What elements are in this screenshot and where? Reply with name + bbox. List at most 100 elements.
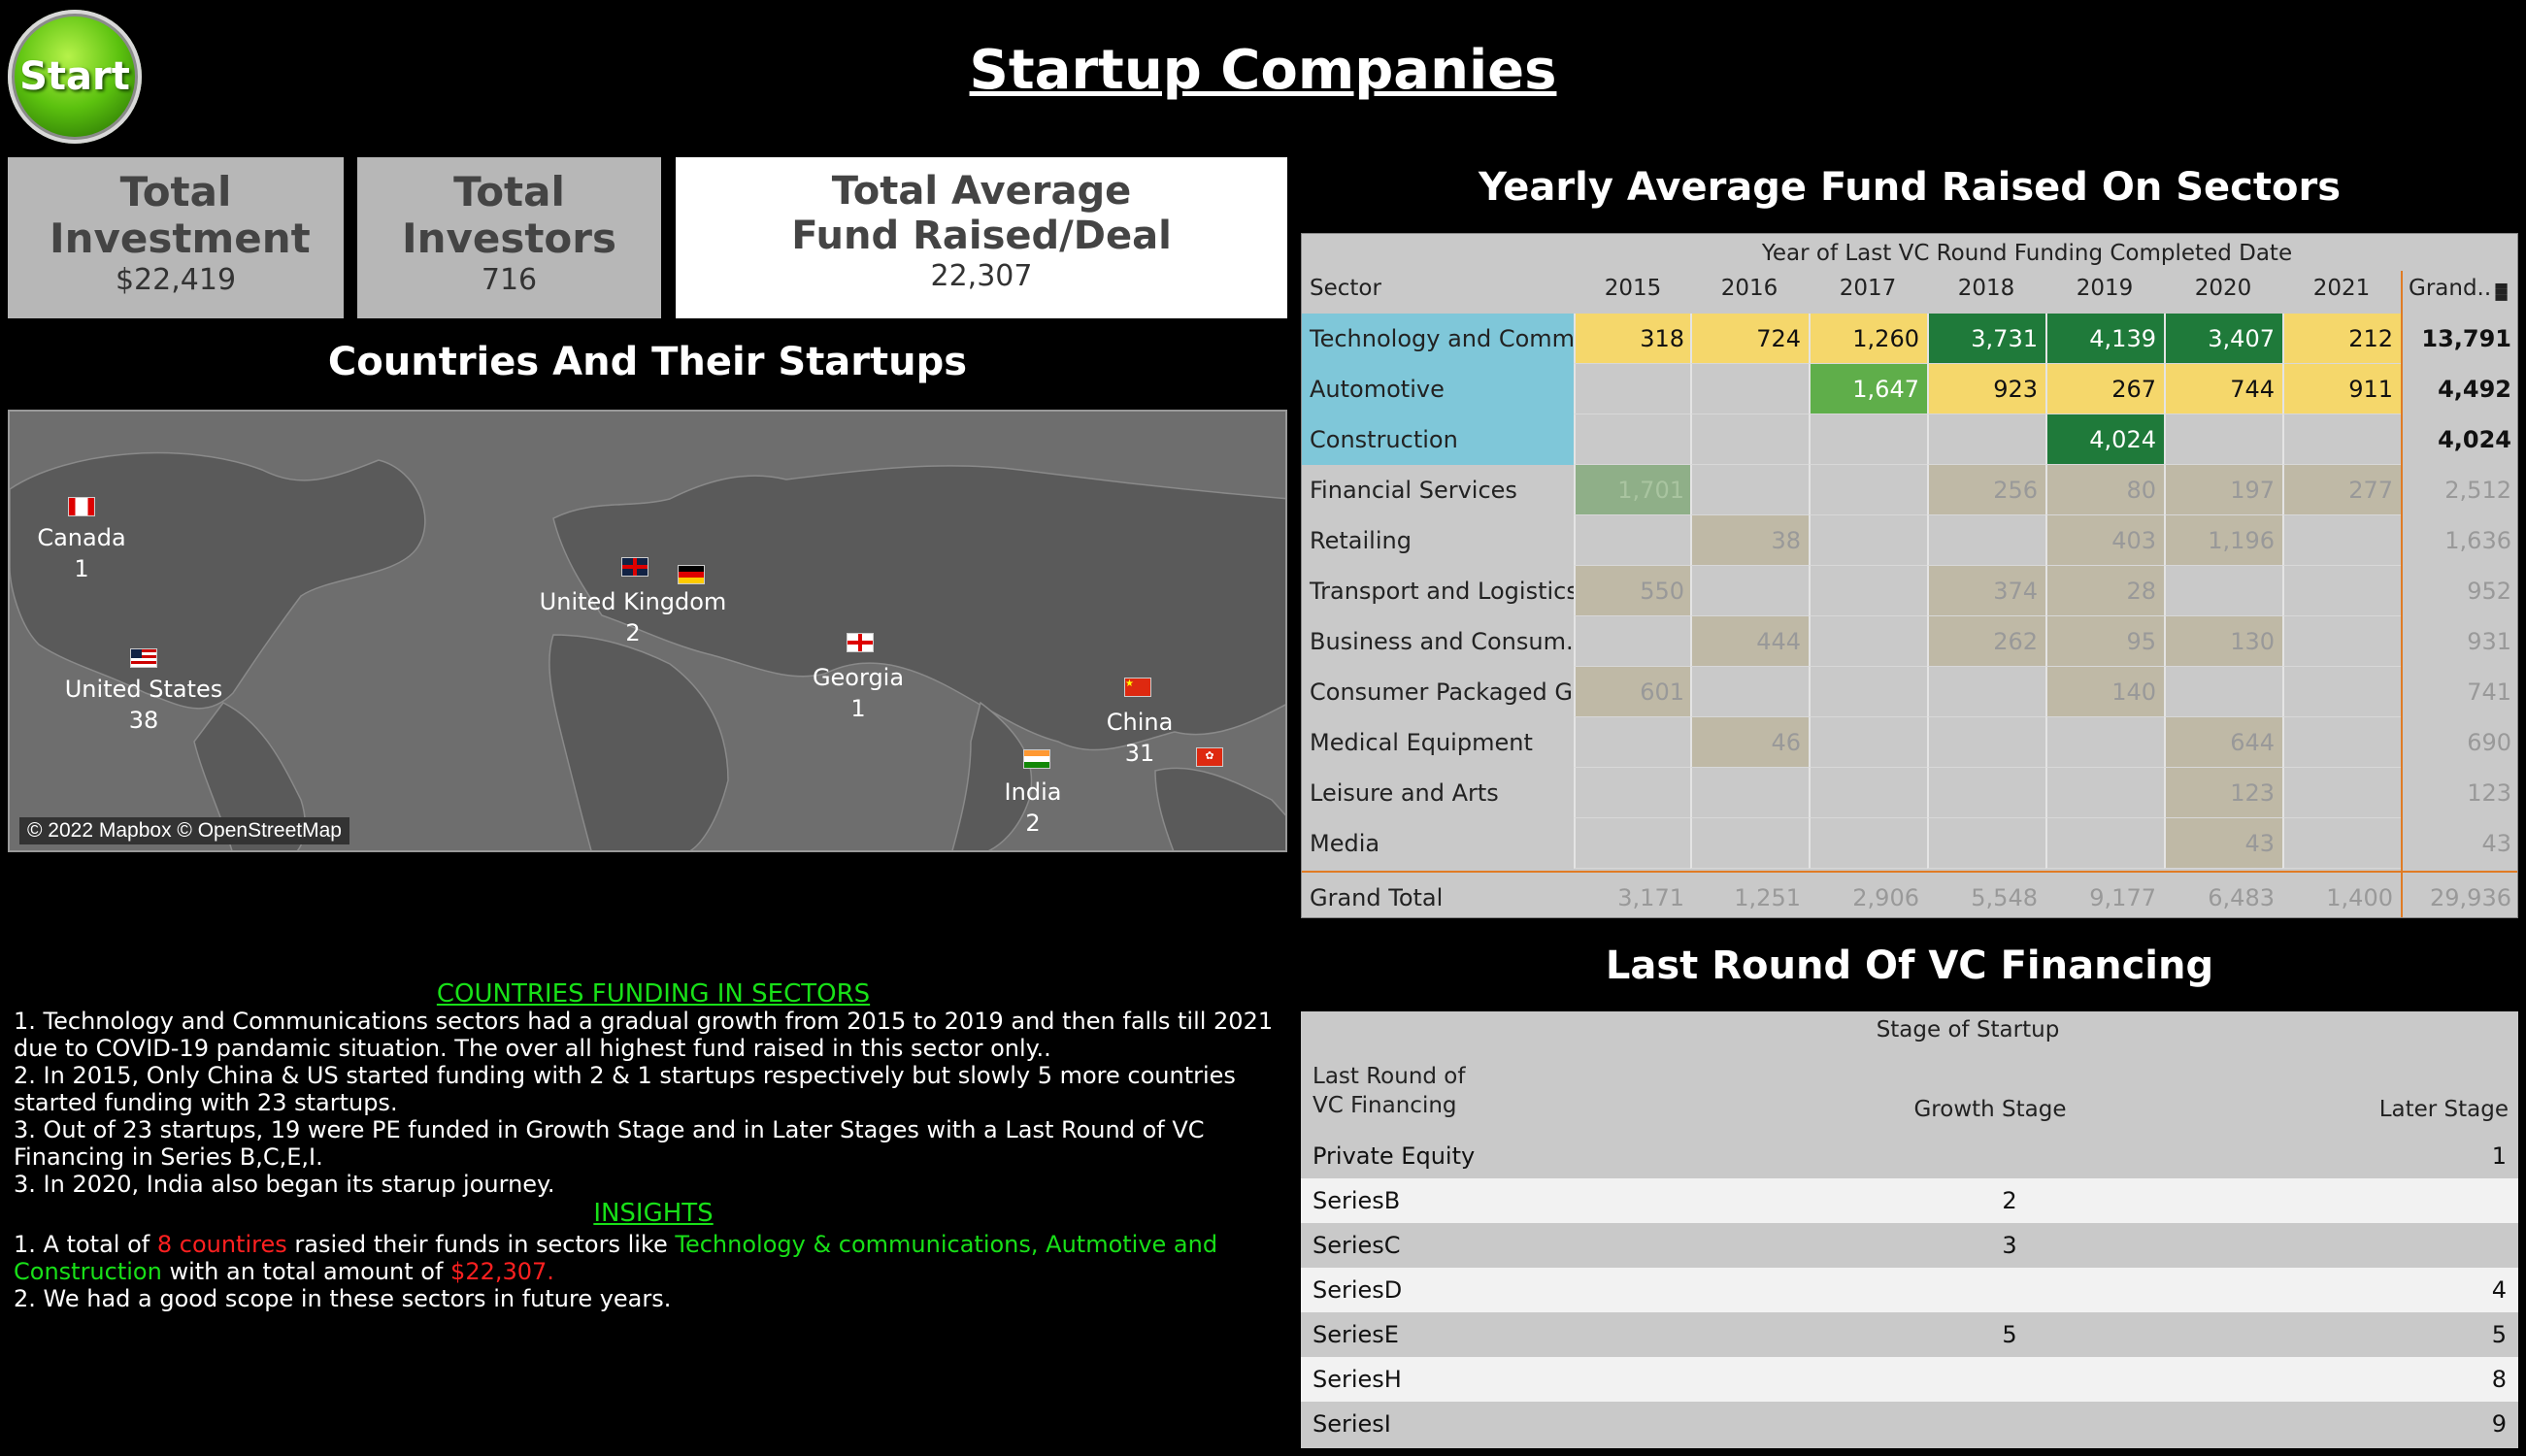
table-cell[interactable] — [2282, 515, 2401, 566]
table-cell[interactable]: 1,701 — [1574, 465, 1692, 515]
map-label-uk[interactable]: United Kingdom 2 — [540, 586, 727, 648]
table-cell[interactable]: 403 — [2045, 515, 2164, 566]
table-cell[interactable]: 123 — [2164, 768, 2282, 818]
table-cell[interactable] — [1574, 364, 1692, 414]
table-cell[interactable]: 256 — [1927, 465, 2045, 515]
sector-label[interactable]: Financial Services — [1310, 477, 1517, 504]
table-cell[interactable]: 3,407 — [2164, 314, 2282, 364]
table-cell[interactable] — [2282, 768, 2401, 818]
table-cell[interactable] — [1927, 717, 2045, 768]
table-cell[interactable]: 140 — [2045, 667, 2164, 717]
map-label-us[interactable]: United States 38 — [65, 674, 223, 736]
table-cell[interactable] — [1809, 465, 1927, 515]
table-cell[interactable]: 3,731 — [1927, 314, 2045, 364]
map-credit[interactable]: © 2022 Mapbox © OpenStreetMap — [19, 817, 349, 844]
table-cell[interactable]: 130 — [2164, 616, 2282, 667]
map-label-canada[interactable]: Canada 1 — [37, 522, 125, 584]
table-cell[interactable] — [1574, 616, 1692, 667]
sector-label[interactable]: Business and Consum.. — [1310, 628, 1574, 655]
table-cell[interactable] — [2282, 717, 2401, 768]
table-cell[interactable] — [1927, 414, 2045, 465]
table-cell[interactable] — [1690, 414, 1809, 465]
table-cell[interactable] — [2282, 616, 2401, 667]
table-cell[interactable]: 1,260 — [1809, 314, 1927, 364]
vc-table-row[interactable]: SeriesE 5 5 — [1301, 1312, 2518, 1357]
table-cell[interactable] — [2282, 414, 2401, 465]
sector-label[interactable]: Medical Equipment — [1310, 729, 1533, 756]
table-cell[interactable] — [2045, 768, 2164, 818]
table-cell[interactable]: 550 — [1574, 566, 1692, 616]
table-cell[interactable] — [2282, 818, 2401, 869]
map-label-georgia[interactable]: Georgia 1 — [813, 662, 904, 724]
sector-label[interactable]: Construction — [1302, 414, 1574, 465]
table-cell[interactable] — [2164, 414, 2282, 465]
vc-table-row[interactable]: SeriesI 9 — [1301, 1402, 2518, 1446]
sort-icon[interactable]: ▬ ▬ ▬ — [2494, 276, 2509, 306]
sector-label[interactable]: Consumer Packaged G.. — [1310, 678, 1574, 706]
vc-table-row[interactable]: SeriesH 8 — [1301, 1357, 2518, 1402]
vc-table-row[interactable]: SeriesD 4 — [1301, 1268, 2518, 1312]
table-cell[interactable] — [1690, 566, 1809, 616]
table-cell[interactable]: 911 — [2282, 364, 2401, 414]
table-cell[interactable] — [1809, 717, 1927, 768]
sector-label[interactable]: Retailing — [1310, 527, 1412, 554]
table-cell[interactable] — [2282, 667, 2401, 717]
table-cell[interactable] — [2282, 566, 2401, 616]
sector-fund-table[interactable]: Year of Last VC Round Funding Completed … — [1301, 233, 2518, 918]
table-cell[interactable] — [1927, 768, 2045, 818]
start-button[interactable]: Start — [8, 10, 142, 144]
table-cell[interactable] — [1927, 818, 2045, 869]
table-cell[interactable]: 80 — [2045, 465, 2164, 515]
table-cell[interactable] — [1809, 768, 1927, 818]
table-cell[interactable]: 95 — [2045, 616, 2164, 667]
table-cell[interactable]: 923 — [1927, 364, 2045, 414]
map-label-china[interactable]: China 31 — [1107, 707, 1174, 769]
table-cell[interactable] — [1809, 515, 1927, 566]
table-cell[interactable]: 43 — [2164, 818, 2282, 869]
table-cell[interactable] — [1690, 364, 1809, 414]
table-cell[interactable] — [1809, 667, 1927, 717]
table-cell[interactable] — [1574, 818, 1692, 869]
table-cell[interactable] — [1927, 667, 2045, 717]
table-cell[interactable]: 212 — [2282, 314, 2401, 364]
table-cell[interactable]: 1,196 — [2164, 515, 2282, 566]
table-cell[interactable] — [2045, 717, 2164, 768]
table-cell[interactable] — [1574, 515, 1692, 566]
table-cell[interactable]: 374 — [1927, 566, 2045, 616]
table-cell[interactable] — [2045, 818, 2164, 869]
table-cell[interactable]: 744 — [2164, 364, 2282, 414]
table-cell[interactable] — [1574, 717, 1692, 768]
table-cell[interactable] — [1809, 414, 1927, 465]
sector-label[interactable]: Media — [1310, 830, 1380, 857]
table-cell[interactable] — [1690, 818, 1809, 869]
table-cell[interactable] — [1574, 768, 1692, 818]
world-map[interactable]: ★ ✿ Canada 1 United Kingdom 2 United State… — [8, 410, 1287, 852]
table-cell[interactable] — [1690, 465, 1809, 515]
table-cell[interactable]: 4,024 — [2045, 414, 2164, 465]
vc-table-row[interactable]: SeriesB 2 — [1301, 1178, 2518, 1223]
table-cell[interactable]: 4,139 — [2045, 314, 2164, 364]
table-cell[interactable]: 724 — [1690, 314, 1809, 364]
table-cell[interactable]: 38 — [1690, 515, 1809, 566]
table-cell[interactable] — [1574, 414, 1692, 465]
table-cell[interactable]: 197 — [2164, 465, 2282, 515]
table-cell[interactable] — [1809, 616, 1927, 667]
sector-label[interactable]: Transport and Logistics — [1310, 578, 1574, 605]
sector-label[interactable]: Technology and Comm.. — [1302, 314, 1574, 364]
table-cell[interactable] — [1690, 768, 1809, 818]
vc-table-row[interactable]: Private Equity 1 — [1301, 1134, 2518, 1178]
table-cell[interactable] — [1690, 667, 1809, 717]
vc-table-row[interactable]: SeriesC 3 — [1301, 1223, 2518, 1268]
table-cell[interactable]: 444 — [1690, 616, 1809, 667]
table-cell[interactable] — [2164, 566, 2282, 616]
table-cell[interactable]: 1,647 — [1809, 364, 1927, 414]
table-cell[interactable]: 644 — [2164, 717, 2282, 768]
table-cell[interactable]: 262 — [1927, 616, 2045, 667]
table-cell[interactable] — [1927, 515, 2045, 566]
table-cell[interactable]: 28 — [2045, 566, 2164, 616]
table-cell[interactable]: 601 — [1574, 667, 1692, 717]
table-cell[interactable] — [1809, 566, 1927, 616]
table-cell[interactable]: 267 — [2045, 364, 2164, 414]
map-label-india[interactable]: India 2 — [1005, 777, 1062, 839]
sector-label[interactable]: Automotive — [1302, 364, 1574, 414]
